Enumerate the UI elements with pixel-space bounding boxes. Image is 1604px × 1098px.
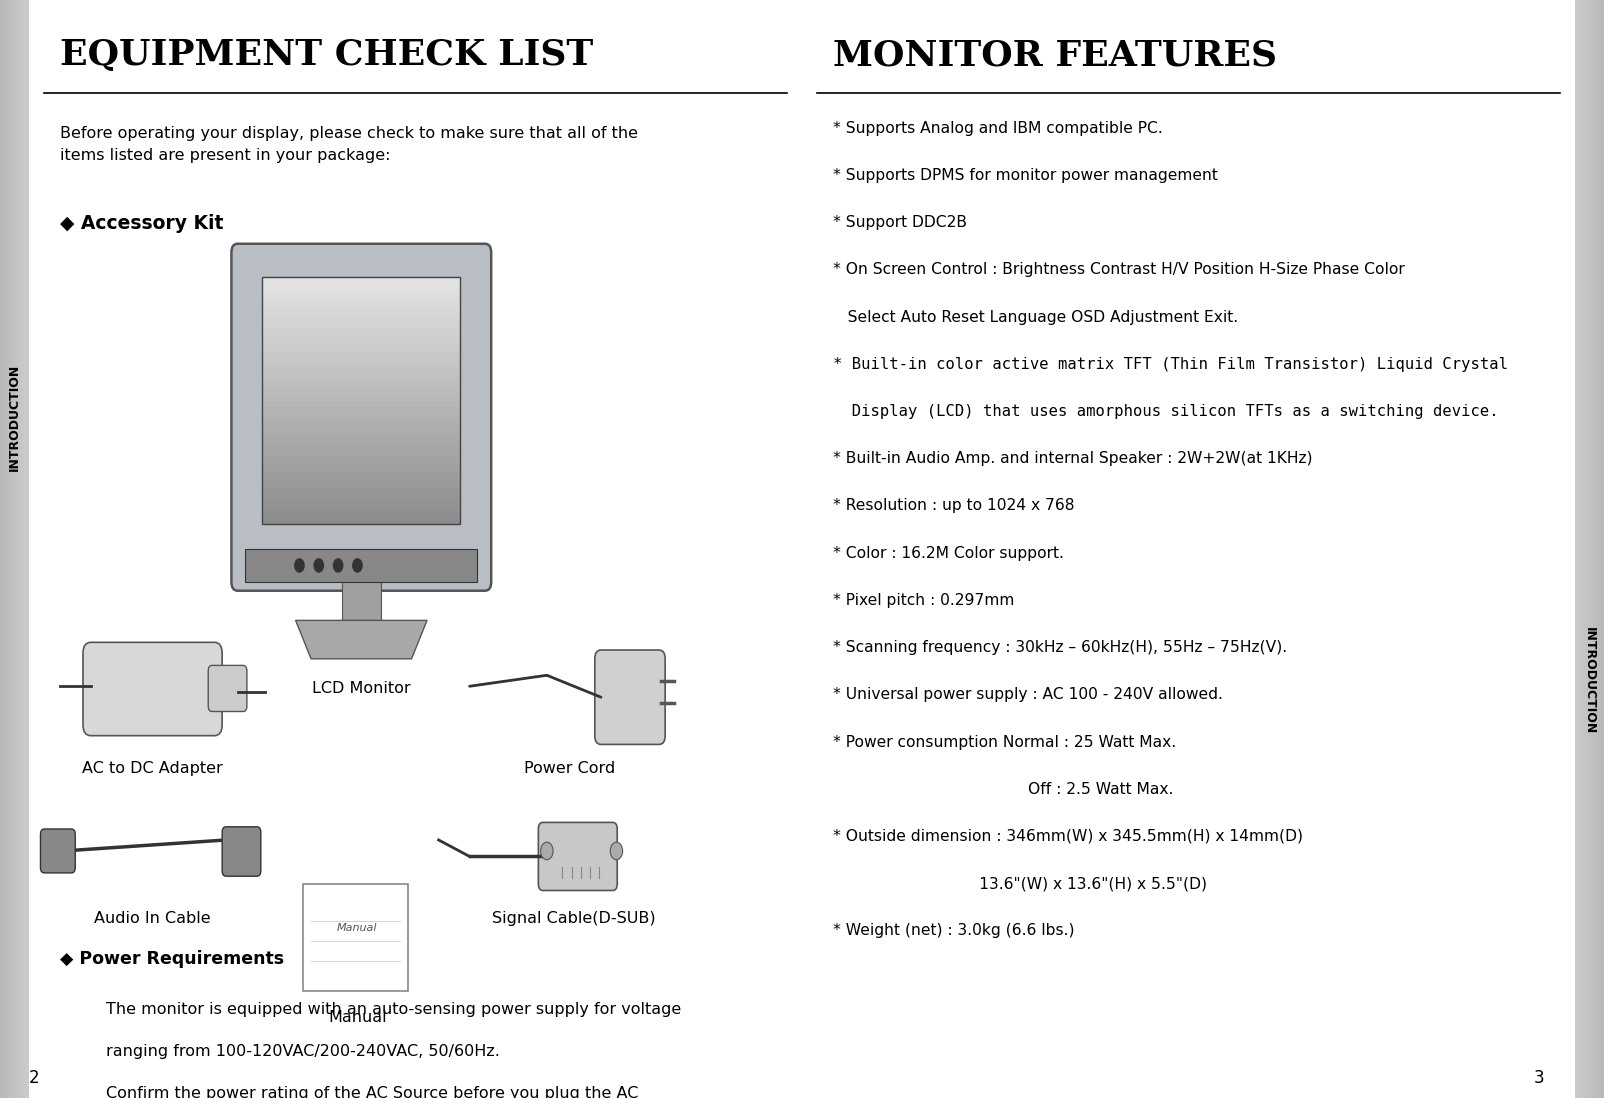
Bar — [342, 576, 380, 620]
Bar — [263, 518, 460, 525]
Bar — [263, 389, 460, 394]
Text: * Support DDC2B: * Support DDC2B — [832, 215, 967, 231]
Bar — [263, 462, 460, 469]
Bar — [263, 419, 460, 426]
Bar — [263, 481, 460, 488]
Circle shape — [295, 559, 305, 572]
Text: * Supports DPMS for monitor power management: * Supports DPMS for monitor power manage… — [832, 168, 1217, 183]
Bar — [263, 413, 460, 419]
Text: MONITOR FEATURES: MONITOR FEATURES — [832, 38, 1277, 72]
Bar — [263, 283, 460, 290]
Bar — [263, 401, 460, 407]
Bar — [263, 370, 460, 376]
Text: * Weight (net) : 3.0kg (6.6 lbs.): * Weight (net) : 3.0kg (6.6 lbs.) — [832, 923, 1075, 939]
Text: Power Cord: Power Cord — [525, 761, 616, 776]
Circle shape — [610, 842, 622, 860]
Text: ◆ Power Requirements: ◆ Power Requirements — [59, 950, 284, 967]
Bar — [263, 475, 460, 481]
Bar — [263, 407, 460, 413]
Bar — [263, 493, 460, 500]
Text: * Built-in color active matrix TFT (Thin Film Transistor) Liquid Crystal: * Built-in color active matrix TFT (Thin… — [832, 357, 1508, 372]
Circle shape — [353, 559, 363, 572]
Text: INTRODUCTION: INTRODUCTION — [1583, 627, 1596, 735]
FancyBboxPatch shape — [40, 829, 75, 873]
FancyBboxPatch shape — [231, 244, 491, 591]
Bar — [263, 457, 460, 462]
Bar — [245, 549, 478, 582]
Text: * Resolution : up to 1024 x 768: * Resolution : up to 1024 x 768 — [832, 498, 1075, 514]
FancyBboxPatch shape — [209, 665, 247, 712]
Bar — [263, 376, 460, 382]
Text: ranging from 100-120VAC/200-240VAC, 50/60Hz.: ranging from 100-120VAC/200-240VAC, 50/6… — [106, 1044, 500, 1060]
Text: Manual: Manual — [337, 922, 377, 933]
Bar — [263, 382, 460, 389]
Text: Signal Cable(D-SUB): Signal Cable(D-SUB) — [492, 911, 656, 927]
Bar — [263, 339, 460, 345]
Bar — [263, 394, 460, 401]
Text: Before operating your display, please check to make sure that all of the
items l: Before operating your display, please ch… — [59, 126, 638, 163]
Text: * Scanning frequency : 30kHz – 60kHz(H), 55Hz – 75Hz(V).: * Scanning frequency : 30kHz – 60kHz(H),… — [832, 640, 1286, 656]
Bar — [263, 444, 460, 450]
Text: AC to DC Adapter: AC to DC Adapter — [82, 761, 223, 776]
Bar — [263, 321, 460, 327]
Bar — [263, 432, 460, 438]
Text: Manual: Manual — [329, 1010, 387, 1026]
Bar — [263, 358, 460, 363]
Bar — [263, 363, 460, 370]
Bar — [263, 309, 460, 314]
Bar — [263, 295, 460, 302]
Text: 3: 3 — [1533, 1069, 1545, 1087]
Bar — [263, 333, 460, 339]
Text: Confirm the power rating of the AC Source before you plug the AC: Confirm the power rating of the AC Sourc… — [106, 1086, 638, 1098]
Bar — [263, 512, 460, 518]
FancyBboxPatch shape — [539, 822, 618, 890]
Text: Display (LCD) that uses amorphous silicon TFTs as a switching device.: Display (LCD) that uses amorphous silico… — [832, 404, 1498, 419]
Bar — [263, 327, 460, 333]
Bar — [263, 278, 460, 525]
Text: * Pixel pitch : 0.297mm: * Pixel pitch : 0.297mm — [832, 593, 1014, 608]
Text: INTRODUCTION: INTRODUCTION — [8, 363, 21, 471]
Text: 13.6"(W) x 13.6"(H) x 5.5"(D): 13.6"(W) x 13.6"(H) x 5.5"(D) — [832, 876, 1206, 892]
Text: * Built-in Audio Amp. and internal Speaker : 2W+2W(at 1KHz): * Built-in Audio Amp. and internal Speak… — [832, 451, 1312, 467]
Text: * Color : 16.2M Color support.: * Color : 16.2M Color support. — [832, 546, 1063, 561]
Text: Off : 2.5 Watt Max.: Off : 2.5 Watt Max. — [832, 782, 1173, 797]
FancyBboxPatch shape — [595, 650, 666, 744]
Text: * Universal power supply : AC 100 - 240V allowed.: * Universal power supply : AC 100 - 240V… — [832, 687, 1222, 703]
Bar — [263, 345, 460, 351]
Text: Audio In Cable: Audio In Cable — [95, 911, 210, 927]
Text: LCD Monitor: LCD Monitor — [313, 681, 411, 696]
Text: EQUIPMENT CHECK LIST: EQUIPMENT CHECK LIST — [59, 38, 593, 72]
Bar — [263, 450, 460, 457]
Bar — [263, 278, 460, 283]
Bar — [263, 500, 460, 506]
Circle shape — [541, 842, 553, 860]
Bar — [263, 290, 460, 295]
FancyBboxPatch shape — [83, 642, 221, 736]
Text: ◆ Accessory Kit: ◆ Accessory Kit — [59, 214, 223, 233]
Bar — [263, 351, 460, 358]
Bar — [263, 469, 460, 474]
Bar — [263, 488, 460, 493]
FancyBboxPatch shape — [221, 827, 261, 876]
Bar — [263, 314, 460, 321]
FancyBboxPatch shape — [303, 884, 407, 991]
Polygon shape — [295, 620, 427, 659]
Text: * Supports Analog and IBM compatible PC.: * Supports Analog and IBM compatible PC. — [832, 121, 1163, 136]
Bar — [263, 426, 460, 432]
Text: The monitor is equipped with an auto-sensing power supply for voltage: The monitor is equipped with an auto-sen… — [106, 1002, 682, 1018]
Text: Select Auto Reset Language OSD Adjustment Exit.: Select Auto Reset Language OSD Adjustmen… — [832, 310, 1238, 325]
Bar — [263, 302, 460, 309]
Text: 2: 2 — [29, 1069, 40, 1087]
Circle shape — [314, 559, 324, 572]
Circle shape — [334, 559, 343, 572]
Text: * On Screen Control : Brightness Contrast H/V Position H-Size Phase Color: * On Screen Control : Brightness Contras… — [832, 262, 1405, 278]
Text: * Outside dimension : 346mm(W) x 345.5mm(H) x 14mm(D): * Outside dimension : 346mm(W) x 345.5mm… — [832, 829, 1302, 844]
Bar — [263, 506, 460, 512]
Text: * Power consumption Normal : 25 Watt Max.: * Power consumption Normal : 25 Watt Max… — [832, 735, 1176, 750]
Bar — [263, 438, 460, 444]
